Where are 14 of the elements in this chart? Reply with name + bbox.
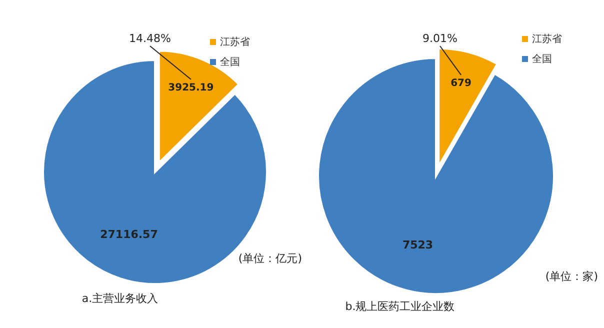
data-label: 27116.57 xyxy=(100,228,158,241)
data-label: 679 xyxy=(450,78,472,89)
text: 14.48% xyxy=(129,32,171,45)
legend-label: 全国 xyxy=(532,53,552,65)
data-label: 3925.19 xyxy=(168,82,214,94)
text: 9.01% xyxy=(422,32,458,45)
legend-label: 江苏省 xyxy=(220,36,250,48)
legend-label: 全国 xyxy=(220,56,240,68)
legend-label: 江苏省 xyxy=(532,33,562,45)
text: a.主营业务收入 xyxy=(82,292,158,305)
text: (单位：亿元) xyxy=(238,252,302,265)
text: b.规上医药工业企业数 xyxy=(345,300,455,313)
text: (单位：家) xyxy=(545,270,598,283)
data-label: 7523 xyxy=(402,238,434,252)
